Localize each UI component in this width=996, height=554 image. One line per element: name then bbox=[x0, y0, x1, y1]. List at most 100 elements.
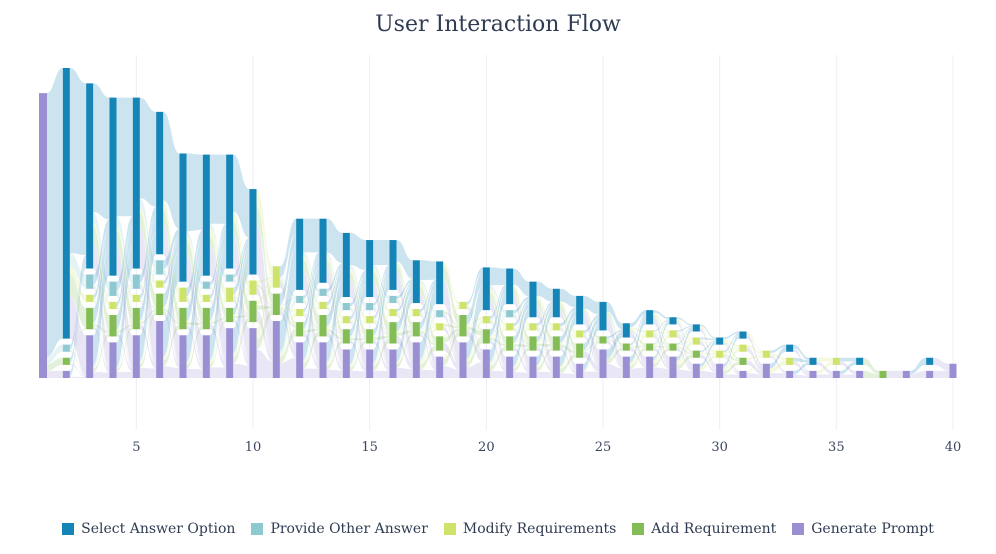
node-step-39-select-answer-option bbox=[926, 357, 934, 365]
flow-link-6-provide-other-answer-to-select-answer-option bbox=[163, 228, 180, 270]
flow-link-12-modify-requirements-to-modify-requirements bbox=[303, 306, 320, 314]
flow-link-8-add-requirement-to-select-answer-option bbox=[209, 231, 227, 321]
flow-link-4-select-answer-option-to-add-requirement bbox=[116, 231, 133, 323]
legend-item-provide-other-answer[interactable]: Provide Other Answer bbox=[251, 521, 428, 537]
node-step-40-generate-prompt bbox=[949, 363, 957, 378]
flow-link-2-generate-prompt-to-modify-requirements bbox=[69, 301, 87, 377]
flow-link-15-select-answer-option-to-add-requirement bbox=[373, 272, 390, 333]
flow-link-19-modify-requirements-to-generate-prompt bbox=[466, 306, 483, 353]
flow-link-13-generate-prompt-to-generate-prompt bbox=[326, 369, 343, 378]
node-step-13-add-requirement bbox=[319, 315, 327, 337]
flow-link-13-add-requirement-to-add-requirement bbox=[326, 328, 343, 340]
node-step-14-generate-prompt bbox=[342, 349, 350, 378]
legend-item-select-answer-option[interactable]: Select Answer Option bbox=[62, 521, 235, 537]
flow-link-29-generate-prompt-to-modify-requirements bbox=[699, 354, 717, 371]
flow-link-26-select-answer-option-to-generate-prompt bbox=[629, 331, 647, 364]
flow-link-20-select-answer-option-to-select-answer-option bbox=[489, 267, 507, 286]
node-step-7-generate-prompt bbox=[179, 335, 187, 378]
flow-link-7-generate-prompt-to-provide-other-answer bbox=[186, 287, 203, 363]
flow-link-2-provide-other-answer-to-modify-requirements bbox=[69, 301, 87, 351]
legend-item-modify-requirements[interactable]: Modify Requirements bbox=[443, 521, 616, 537]
flow-link-22-modify-requirements-to-generate-prompt bbox=[536, 328, 553, 369]
flow-link-8-select-answer-option-to-provide-other-answer bbox=[209, 223, 227, 279]
flow-link-8-select-answer-option-to-modify-requirements bbox=[209, 228, 227, 297]
node-step-24-generate-prompt bbox=[576, 363, 584, 378]
legend-item-generate-prompt[interactable]: Generate Prompt bbox=[792, 521, 934, 537]
flow-link-21-modify-requirements-to-add-requirement bbox=[513, 327, 530, 345]
flow-link-15-modify-requirements-to-generate-prompt bbox=[373, 321, 390, 368]
node-step-26-select-answer-option bbox=[622, 323, 630, 338]
node-step-21-generate-prompt bbox=[506, 356, 514, 378]
flow-link-24-add-requirement-to-select-answer-option bbox=[583, 317, 600, 350]
legend-swatch-add-requirement bbox=[632, 523, 645, 535]
node-step-3-modify-requirements bbox=[86, 294, 94, 302]
flow-link-29-add-requirement-to-select-answer-option bbox=[699, 340, 717, 353]
flow-link-14-provide-other-answer-to-generate-prompt bbox=[349, 308, 367, 367]
flow-link-16-modify-requirements-to-select-answer-option bbox=[396, 281, 413, 313]
flow-link-15-add-requirement-to-generate-prompt bbox=[373, 339, 390, 371]
node-step-18-modify-requirements bbox=[436, 323, 444, 331]
node-step-38-generate-prompt bbox=[902, 370, 910, 378]
flow-link-7-select-answer-option-to-add-requirement bbox=[186, 240, 203, 322]
flow-link-21-select-answer-option-to-modify-requirements bbox=[513, 284, 530, 327]
flow-link-6-provide-other-answer-to-generate-prompt bbox=[163, 271, 180, 363]
node-step-29-add-requirement bbox=[692, 350, 700, 358]
flow-link-21-generate-prompt-to-select-answer-option bbox=[513, 308, 530, 367]
node-step-17-add-requirement bbox=[412, 322, 420, 337]
flow-link-21-add-requirement-to-add-requirement bbox=[513, 344, 530, 348]
flow-link-26-generate-prompt-to-modify-requirements bbox=[629, 333, 647, 366]
flow-link-13-select-answer-option-to-select-answer-option bbox=[326, 218, 343, 264]
flow-link-12-generate-prompt-to-provide-other-answer bbox=[303, 294, 320, 362]
flow-link-20-modify-requirements-to-select-answer-option bbox=[489, 284, 507, 320]
flow-link-30-modify-requirements-to-select-answer-option bbox=[723, 333, 740, 353]
flow-link-4-modify-requirements-to-generate-prompt bbox=[116, 307, 133, 369]
flow-link-29-modify-requirements-to-select-answer-option bbox=[699, 337, 717, 341]
flow-link-14-provide-other-answer-to-select-answer-option bbox=[349, 270, 367, 307]
flow-link-16-select-answer-option-to-modify-requirements bbox=[396, 261, 413, 313]
x-tick-label-20: 20 bbox=[478, 440, 495, 455]
flow-link-30-generate-prompt-to-add-requirement bbox=[723, 361, 740, 375]
node-step-16-generate-prompt bbox=[389, 349, 397, 378]
flow-link-15-provide-other-answer-to-generate-prompt bbox=[373, 308, 390, 366]
node-step-6-modify-requirements bbox=[156, 280, 164, 288]
flow-link-33-select-answer-option-to-generate-prompt bbox=[793, 348, 810, 374]
flow-link-9-provide-other-answer-to-modify-requirements bbox=[233, 278, 250, 290]
flow-link-5-modify-requirements-to-modify-requirements bbox=[139, 285, 157, 300]
flow-link-14-add-requirement-to-provide-other-answer bbox=[349, 307, 367, 338]
flow-link-20-add-requirement-to-select-answer-option bbox=[489, 287, 507, 336]
flow-link-33-modify-requirements-to-generate-prompt bbox=[793, 361, 810, 376]
flow-link-27-add-requirement-to-generate-prompt bbox=[653, 347, 670, 369]
flow-link-8-generate-prompt-to-provide-other-answer bbox=[209, 280, 227, 362]
flow-link-11-add-requirement-to-generate-prompt bbox=[279, 309, 297, 358]
node-step-5-add-requirement bbox=[132, 307, 140, 330]
flow-link-18-provide-other-answer-to-generate-prompt bbox=[443, 313, 460, 362]
flow-link-4-modify-requirements-to-provide-other-answer bbox=[116, 285, 133, 308]
flow-link-31-modify-requirements-to-modify-requirements bbox=[746, 344, 763, 355]
node-step-34-generate-prompt bbox=[809, 370, 817, 378]
flow-link-9-modify-requirements-to-select-answer-option bbox=[233, 240, 250, 295]
flow-link-5-modify-requirements-to-add-requirement bbox=[139, 299, 157, 310]
flow-link-12-generate-prompt-to-generate-prompt bbox=[303, 368, 320, 378]
node-step-12-add-requirement bbox=[296, 322, 304, 337]
flow-link-22-generate-prompt-to-select-answer-option bbox=[536, 309, 553, 366]
flow-link-12-generate-prompt-to-modify-requirements bbox=[303, 307, 320, 364]
node-step-6-provide-other-answer bbox=[156, 260, 164, 275]
flow-link-5-select-answer-option-to-generate-prompt bbox=[139, 228, 157, 360]
flow-link-30-modify-requirements-to-generate-prompt bbox=[723, 355, 740, 375]
flow-link-22-generate-prompt-to-modify-requirements bbox=[536, 328, 553, 368]
flow-link-7-modify-requirements-to-add-requirement bbox=[186, 297, 203, 323]
node-step-9-add-requirement bbox=[226, 307, 234, 323]
flow-link-20-modify-requirements-to-generate-prompt bbox=[489, 321, 507, 369]
flow-link-12-select-answer-option-to-generate-prompt bbox=[303, 271, 320, 362]
flow-link-12-generate-prompt-to-add-requirement bbox=[303, 330, 320, 369]
flow-link-17-generate-prompt-to-generate-prompt bbox=[419, 369, 437, 378]
node-step-22-modify-requirements bbox=[529, 323, 537, 331]
flow-link-8-generate-prompt-to-modify-requirements bbox=[209, 298, 227, 365]
node-step-18-select-answer-option bbox=[436, 261, 444, 305]
flow-link-15-provide-other-answer-to-add-requirement bbox=[373, 307, 390, 335]
flow-link-27-modify-requirements-to-add-requirement bbox=[653, 332, 670, 347]
node-step-23-add-requirement bbox=[552, 336, 560, 351]
flow-link-24-select-answer-option-to-generate-prompt bbox=[583, 311, 600, 363]
legend-item-add-requirement[interactable]: Add Requirement bbox=[632, 521, 776, 537]
legend-swatch-modify-requirements bbox=[443, 523, 456, 535]
